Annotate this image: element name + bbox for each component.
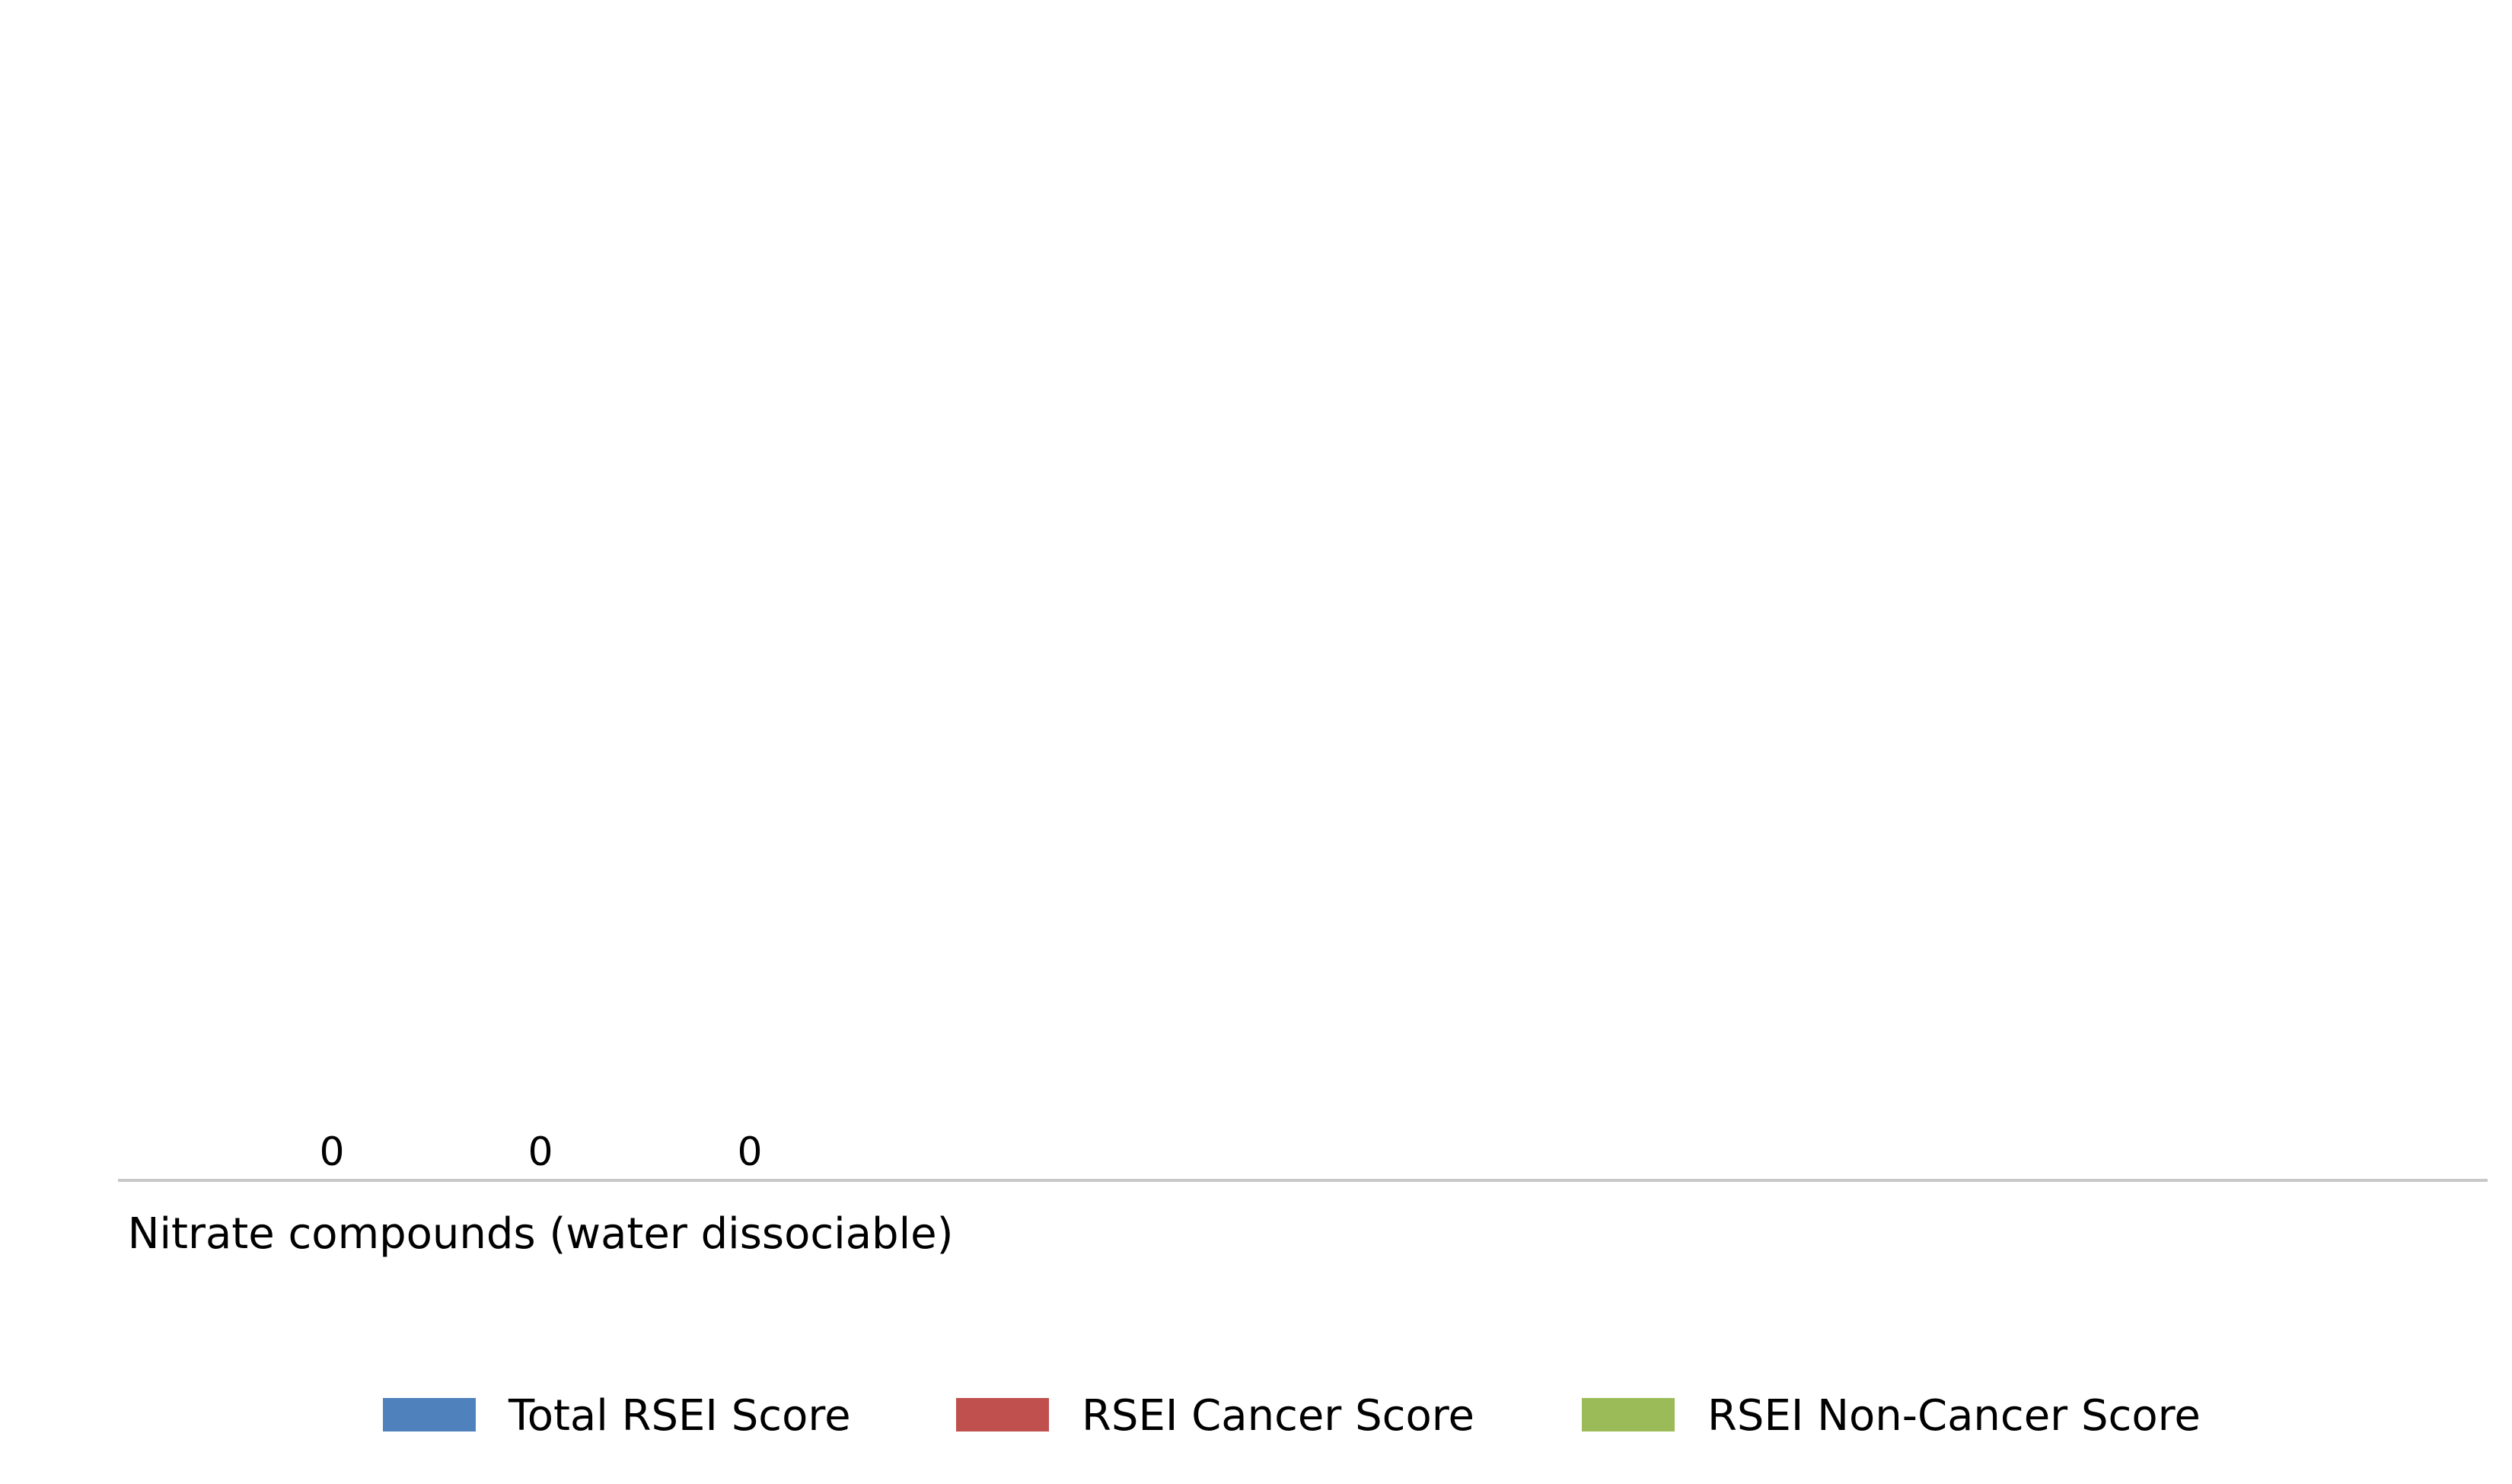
data-label-2: 0 (528, 1129, 553, 1175)
legend-label-2: RSEI Cancer Score (1082, 1391, 1474, 1441)
legend-label-1: Total RSEI Score (508, 1391, 851, 1441)
data-label-3: 0 (737, 1129, 762, 1175)
category-labels-layer: Nitrate compounds (water dissociable) (128, 1209, 954, 1259)
legend-label-3: RSEI Non-Cancer Score (1707, 1391, 2201, 1441)
plot-area: 0 0 0 Nitrate compounds (water dissociable… (118, 1129, 2488, 1259)
legend-swatch-3 (1582, 1398, 1675, 1431)
data-labels-layer: 0 0 0 (319, 1129, 762, 1175)
legend-swatch-1 (383, 1398, 476, 1431)
legend: Total RSEI Score RSEI Cancer Score RSEI No… (383, 1391, 2201, 1441)
data-label-1: 0 (319, 1129, 344, 1175)
legend-swatch-2 (956, 1398, 1049, 1431)
category-label: Nitrate compounds (water dissociable) (128, 1209, 954, 1259)
